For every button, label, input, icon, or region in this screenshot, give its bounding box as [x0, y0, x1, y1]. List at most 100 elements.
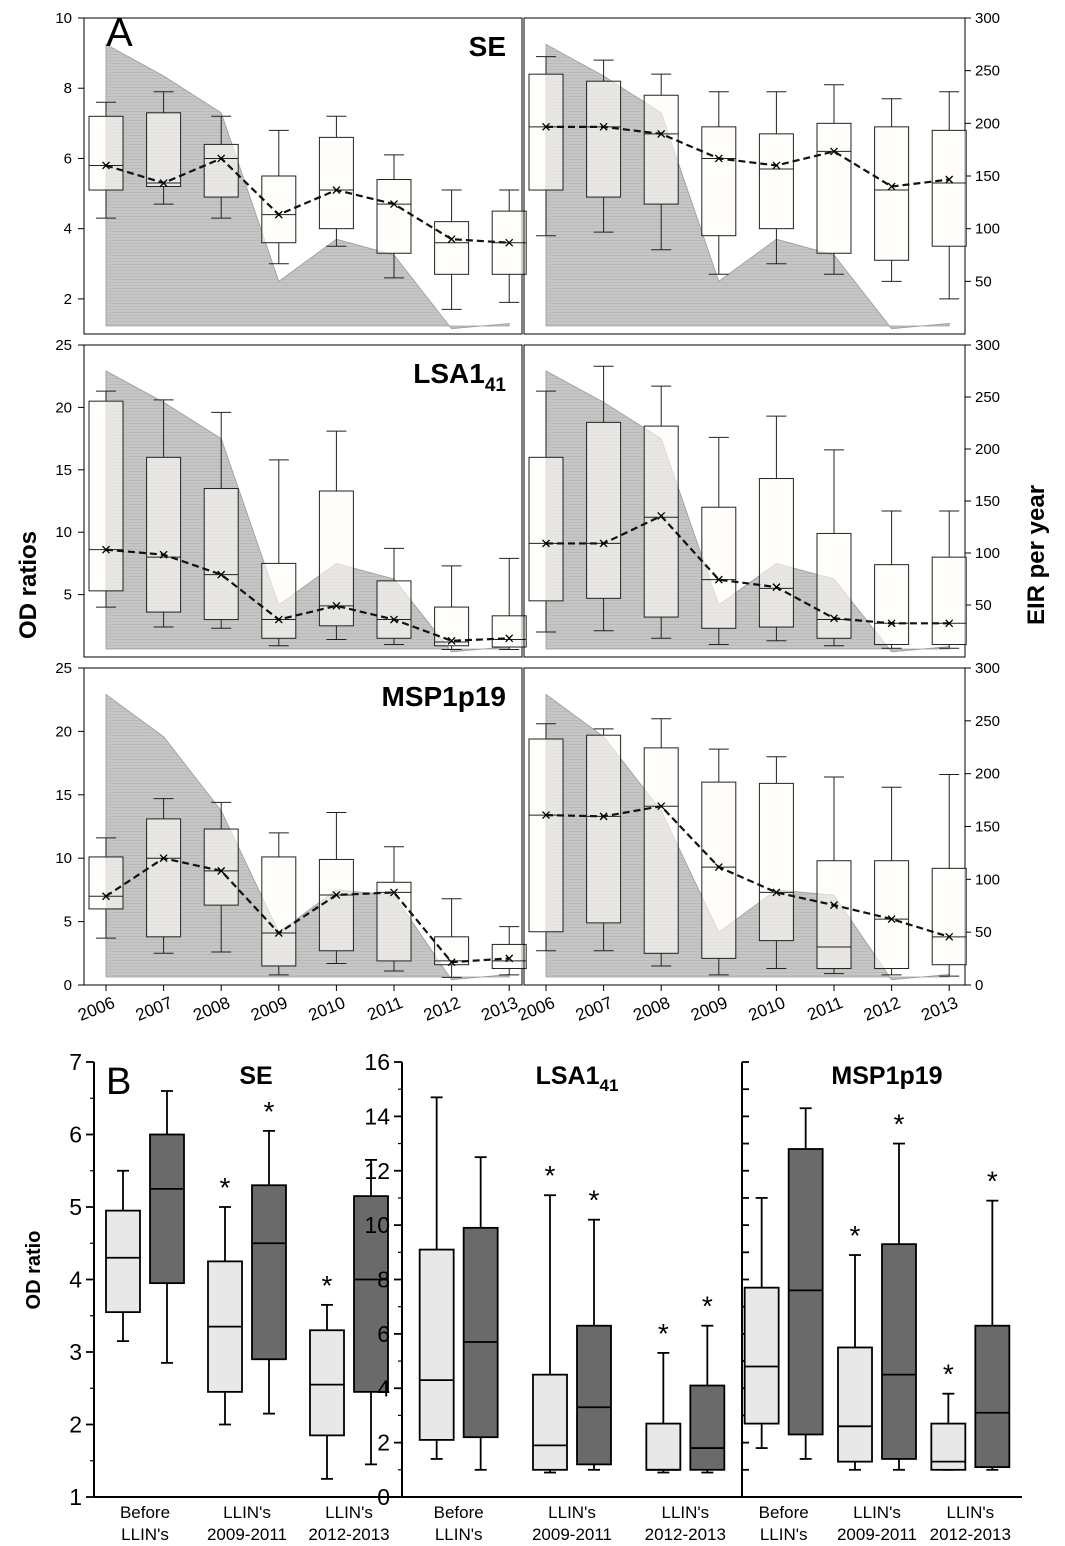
mean-marker-stroke [887, 915, 896, 924]
group-label-line: LLIN's [223, 1503, 271, 1522]
mean-marker-stroke [159, 550, 168, 559]
mean-marker-stroke [714, 154, 723, 163]
y-tick-label: 10 [364, 1212, 390, 1238]
box-2008 [203, 411, 239, 629]
mean-marker [390, 888, 398, 897]
panel-b-label: B [106, 1061, 131, 1103]
mean-marker [657, 512, 666, 520]
box-dark-1 [881, 1142, 917, 1471]
box-iqr [701, 126, 737, 237]
mean-marker-stroke [274, 210, 283, 219]
subplot-b-msp1p19: MSP1p19 * * * * Before LLIN's LLIN's 2009-2011 LL… [741, 1061, 1022, 1544]
box-iqr [974, 1324, 1011, 1468]
box-dark-0 [462, 1156, 499, 1471]
mean-trend-line [546, 125, 950, 188]
box-iqr [643, 425, 679, 618]
group-label-line: 2009-2011 [207, 1525, 287, 1544]
mean-marker-stroke [830, 901, 838, 910]
subplot-lsa1-right: 50 100 150 200 250 300 [523, 337, 1000, 658]
subplot-title: MSP1p19 [831, 1062, 942, 1090]
significance-asterisk: * [850, 1220, 861, 1251]
mean-marker-stroke [390, 615, 398, 624]
mean-marker-stroke [714, 863, 723, 872]
mean-marker-stroke [102, 545, 110, 554]
mean-marker [217, 570, 226, 579]
x-tick-label: 2009 [688, 993, 730, 1025]
mean-marker-stroke [274, 929, 283, 937]
box-light-2 [645, 1352, 682, 1474]
box-2006 [528, 56, 564, 237]
box-2006 [88, 837, 124, 939]
box-2013 [491, 926, 527, 976]
mean-marker [102, 161, 110, 170]
significance-asterisk: * [545, 1160, 556, 1191]
mean-marker [390, 615, 398, 624]
mean-marker [274, 615, 283, 624]
mean-marker [217, 866, 226, 875]
box-iqr [251, 1184, 287, 1361]
y-tick-label: 4 [64, 221, 72, 238]
y-tick-label: 7 [69, 1049, 82, 1075]
box-iqr [203, 143, 239, 198]
y2-tick-label: 300 [975, 337, 1000, 354]
mean-marker-stroke [830, 147, 838, 156]
box-2006 [528, 390, 564, 633]
y2-tick-label: 100 [975, 221, 1000, 238]
y-tick-label: 5 [69, 1194, 82, 1220]
box-2007 [146, 91, 182, 205]
mean-marker-stroke [274, 615, 283, 624]
mean-marker-stroke [447, 636, 456, 645]
y-tick-label: 8 [64, 80, 72, 97]
subplot-title: SE [239, 1062, 272, 1090]
box-iqr [643, 747, 679, 954]
mean-marker [830, 614, 838, 623]
box-2012 [434, 565, 470, 651]
mean-marker [599, 812, 608, 821]
mean-marker [102, 545, 110, 554]
panel-a-y-axis-label: OD ratios [15, 531, 42, 639]
box-iqr [931, 867, 967, 966]
box-light-2 [309, 1303, 345, 1480]
box-2009 [261, 459, 297, 647]
box-2006 [88, 390, 124, 608]
mean-trend-line [545, 805, 950, 938]
mean-marker [447, 636, 456, 645]
box-light-1 [837, 1254, 873, 1471]
x-tick-label: 2013 [919, 993, 961, 1025]
mean-marker [657, 129, 666, 138]
x-tick-label: 2009 [248, 993, 290, 1025]
box-2013 [931, 774, 967, 977]
box-iqr [376, 580, 412, 639]
box-iqr [261, 856, 297, 967]
panel-a-y2-axis-label: EIR per year [1023, 485, 1050, 625]
group-label-line: LLIN's [853, 1503, 901, 1522]
box-2013 [931, 91, 967, 300]
group-label-line: LLIN's [325, 1503, 373, 1522]
box-iqr [318, 136, 354, 230]
box-2009 [261, 129, 297, 265]
mean-marker-stroke [332, 891, 341, 899]
group-label-line: Before [759, 1503, 809, 1522]
mean-marker-stroke [772, 583, 781, 592]
box-dark-1 [576, 1218, 612, 1471]
significance-asterisk: * [987, 1166, 998, 1197]
box-dark-2 [689, 1324, 726, 1474]
x-tick-label: 2007 [573, 993, 615, 1025]
y2-tick-label: 200 [975, 115, 1000, 132]
subplot-title: LSA141 [536, 1062, 619, 1095]
significance-asterisk: * [322, 1270, 333, 1301]
mean-marker [217, 154, 226, 163]
mean-marker-stroke [332, 186, 341, 195]
subplot-se-right: 50 100 150 200 250 300 [523, 10, 1000, 335]
box-iqr [816, 860, 852, 970]
x-tick-label: 2011 [804, 993, 845, 1024]
mean-marker-stroke [714, 575, 723, 584]
box-2010 [318, 430, 354, 641]
x-tick-label: 2007 [133, 993, 175, 1025]
mean-marker-stroke [217, 866, 226, 875]
box-iqr [586, 80, 622, 198]
mean-marker [714, 575, 723, 584]
box-2007 [586, 59, 622, 233]
